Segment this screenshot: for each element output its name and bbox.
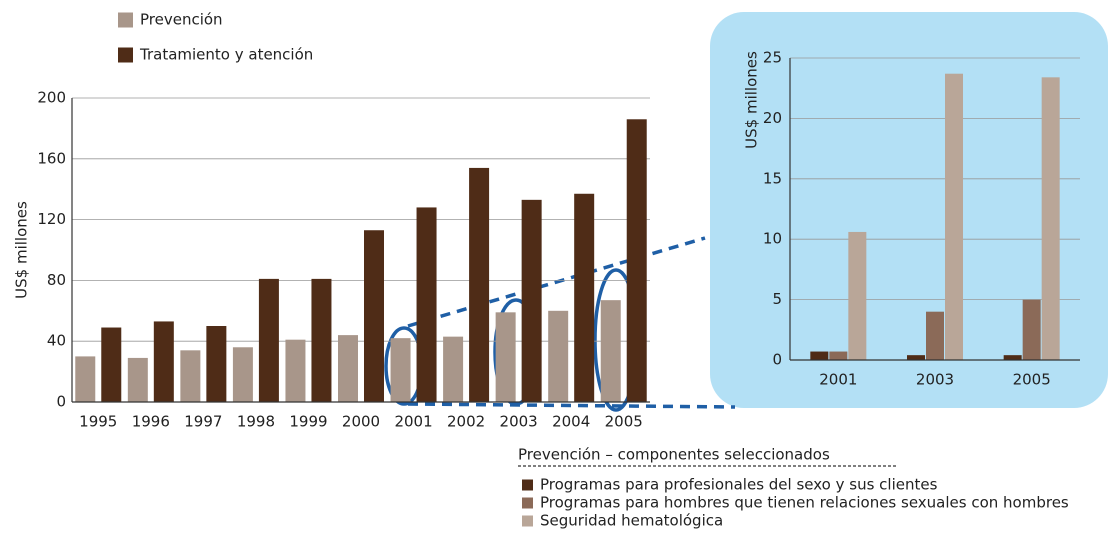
bar — [206, 326, 227, 402]
x-tick-label: 1995 — [79, 413, 117, 431]
legend-label: Seguridad hematológica — [540, 512, 723, 530]
bar — [153, 321, 174, 402]
bar — [469, 167, 490, 402]
bar — [907, 355, 925, 360]
bar — [338, 335, 358, 402]
bar — [101, 327, 122, 402]
bar — [390, 338, 411, 402]
x-tick-label: 1996 — [132, 413, 170, 431]
bar — [574, 193, 595, 402]
bar — [232, 347, 253, 402]
y-tick-label: 5 — [772, 290, 782, 308]
y-tick-label: 80 — [47, 271, 66, 289]
y-tick-label: 25 — [763, 49, 782, 67]
bar — [75, 356, 96, 402]
bar — [285, 339, 306, 402]
x-tick-label: 1999 — [289, 413, 327, 431]
bar — [626, 119, 647, 402]
bar — [600, 300, 621, 402]
legend-label: Tratamiento y atención — [139, 46, 313, 64]
bar — [848, 231, 867, 360]
y-tick-label: 40 — [47, 332, 66, 350]
y-tick-label: 120 — [37, 210, 66, 228]
x-tick-label: 2005 — [1013, 371, 1051, 389]
bar — [926, 311, 944, 360]
bar — [443, 336, 464, 402]
legend-swatch — [522, 497, 533, 509]
bar — [258, 278, 279, 402]
y-tick-label: 15 — [763, 169, 782, 187]
legend-swatch — [118, 47, 133, 63]
bar — [521, 199, 542, 402]
bar — [1003, 355, 1022, 360]
y-tick-label: 0 — [772, 351, 782, 369]
x-tick-label: 2004 — [552, 413, 590, 431]
legend-swatch — [118, 12, 133, 28]
bar — [127, 357, 148, 402]
x-tick-label: 2001 — [819, 371, 857, 389]
x-tick-label: 2002 — [447, 413, 485, 431]
bar — [829, 351, 848, 360]
bar — [495, 312, 516, 402]
x-tick-label: 2001 — [394, 413, 432, 431]
bar — [180, 350, 201, 402]
bar — [945, 73, 963, 360]
x-tick-label: 2000 — [342, 413, 380, 431]
y-tick-label: 10 — [763, 230, 782, 248]
bar — [1041, 77, 1060, 360]
zoom-line — [407, 402, 736, 409]
legend-label: Programas para hombres que tienen relaci… — [540, 494, 1069, 512]
y-axis-label: US$ millones — [13, 201, 31, 299]
x-tick-label: 2005 — [605, 413, 643, 431]
y-tick-label: 20 — [763, 109, 782, 127]
legend-label: Programas para profesionales del sexo y … — [540, 476, 938, 494]
x-tick-label: 2003 — [916, 371, 954, 389]
y-tick-label: 160 — [37, 149, 66, 167]
x-tick-label: 1997 — [184, 413, 222, 431]
legend-label: Prevención — [140, 11, 223, 29]
y-axis-label: US$ millones — [743, 51, 761, 149]
y-tick-label: 200 — [37, 89, 66, 107]
bar — [1022, 299, 1041, 360]
bar — [311, 278, 332, 402]
legend-swatch — [522, 515, 533, 527]
x-tick-label: 2003 — [500, 413, 538, 431]
bar — [364, 230, 384, 402]
y-tick-label: 0 — [56, 393, 66, 411]
zoom-line — [407, 236, 706, 328]
bar — [416, 207, 437, 402]
x-tick-label: 1998 — [237, 413, 275, 431]
legend-swatch — [522, 479, 533, 491]
bar — [548, 310, 569, 402]
bar — [810, 351, 829, 360]
inset-panel — [710, 12, 1108, 408]
legend-title: Prevención – componentes seleccionados — [518, 446, 830, 464]
